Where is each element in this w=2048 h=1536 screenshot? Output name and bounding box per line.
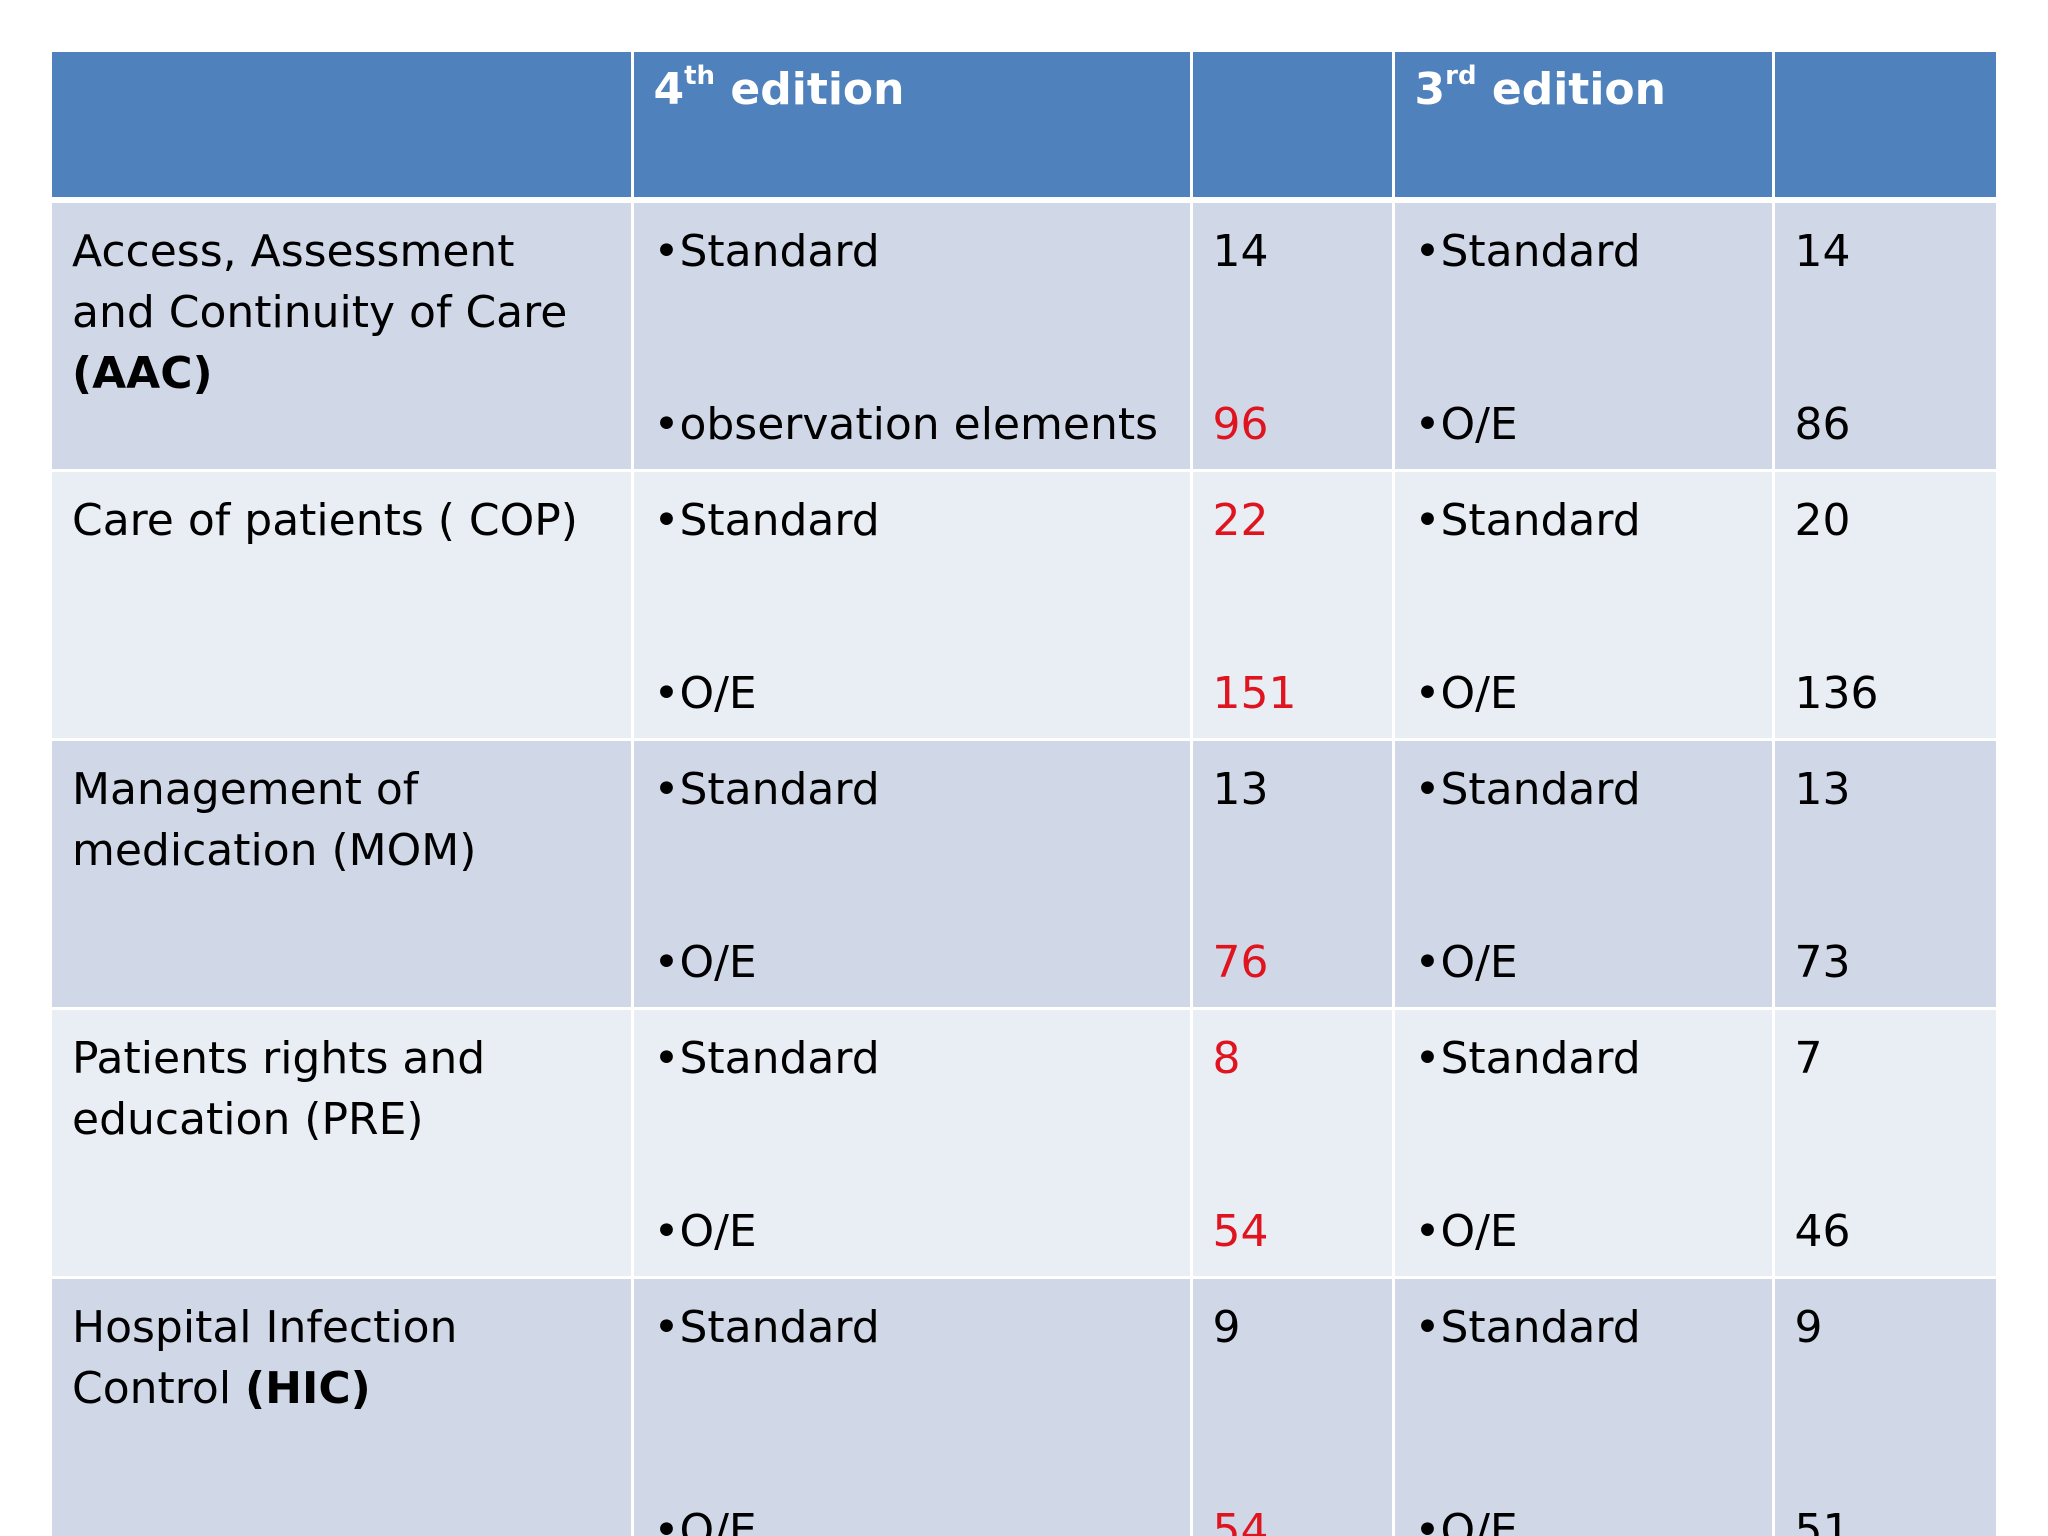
3rd-edition-values-cell: 14 86 (1773, 200, 1996, 472)
standard-count: 9 (1794, 1302, 1823, 1353)
chapter-code: (AAC) (72, 348, 213, 399)
4th-edition-labels-cell: •Standard •O/E (632, 1008, 1193, 1279)
header-4th-suffix: th (684, 61, 716, 92)
3rd-edition-labels-cell: •Standard •O/E (1393, 1277, 1775, 1536)
standard-count: 20 (1794, 495, 1851, 546)
header-cell-4th-edition: 4th edition (632, 52, 1193, 203)
chapter-name: Care of patients ( COP) (72, 495, 578, 546)
3rd-edition-labels-cell: •Standard •O/E (1393, 470, 1775, 741)
oe-label: •O/E (653, 937, 757, 988)
header-3rd-number: 3 (1414, 64, 1446, 115)
chapter-name: Management of medication (MOM) (72, 764, 477, 876)
standard-label: •Standard (653, 495, 880, 546)
comparison-table: 4th edition 3rd edition Access, Assessme… (52, 52, 1996, 1536)
table-row-mom: Management of medication (MOM) •Standard… (52, 739, 1996, 1010)
standard-count-highlighted: 8 (1212, 1033, 1241, 1084)
4th-edition-values-cell: 22 151 (1191, 470, 1395, 741)
standard-label: •Standard (1414, 1302, 1641, 1353)
3rd-edition-values-cell: 13 73 (1773, 739, 1996, 1010)
chapter-label-cell: Management of medication (MOM) (52, 739, 634, 1010)
standard-label: •Standard (653, 226, 880, 277)
oe-label: •O/E (1414, 937, 1518, 988)
4th-edition-labels-cell: •Standard •O/E (632, 470, 1193, 741)
standard-label: •Standard (1414, 495, 1641, 546)
oe-count-highlighted: 54 (1212, 1505, 1269, 1536)
header-cell-3rd-edition: 3rd edition (1393, 52, 1775, 203)
chapter-name: Access, Assessment and Continuity of Car… (72, 226, 568, 338)
oe-label: •O/E (1414, 668, 1518, 719)
oe-count-highlighted: 76 (1212, 937, 1269, 988)
oe-count: 73 (1794, 937, 1851, 988)
4th-edition-labels-cell: •Standard •O/E (632, 1277, 1193, 1536)
3rd-edition-labels-cell: •Standard •O/E (1393, 200, 1775, 472)
4th-edition-labels-cell: •Standard •observation elements (632, 200, 1193, 472)
table-row-aac: Access, Assessment and Continuity of Car… (52, 200, 1996, 472)
chapter-name: Patients rights and education (PRE) (72, 1033, 486, 1145)
oe-label: •O/E (653, 668, 757, 719)
chapter-label-cell: Patients rights and education (PRE) (52, 1008, 634, 1279)
chapter-name: Hospital Infection Control (72, 1302, 458, 1414)
standard-count: 14 (1212, 226, 1269, 277)
table-row-pre: Patients rights and education (PRE) •Sta… (52, 1008, 1996, 1279)
3rd-edition-values-cell: 9 51 (1773, 1277, 1996, 1536)
table-row-hic: Hospital Infection Control (HIC) •Standa… (52, 1277, 1996, 1536)
oe-count-highlighted: 96 (1212, 399, 1269, 450)
chapter-label-cell: Care of patients ( COP) (52, 470, 634, 741)
oe-label: •O/E (653, 1206, 757, 1257)
4th-edition-values-cell: 13 76 (1191, 739, 1395, 1010)
standard-count: 13 (1794, 764, 1851, 815)
oe-count: 86 (1794, 399, 1851, 450)
header-3rd-suffix: rd (1445, 61, 1477, 92)
oe-label: •O/E (1414, 1206, 1518, 1257)
3rd-edition-values-cell: 7 46 (1773, 1008, 1996, 1279)
standard-label: •Standard (653, 1302, 880, 1353)
oe-count: 51 (1794, 1505, 1851, 1536)
header-3rd-text: edition (1476, 64, 1666, 115)
4th-edition-labels-cell: •Standard •O/E (632, 739, 1193, 1010)
oe-count: 46 (1794, 1206, 1851, 1257)
oe-count-highlighted: 151 (1212, 668, 1297, 719)
oe-label: •observation elements (653, 399, 1159, 450)
oe-count-highlighted: 54 (1212, 1206, 1269, 1257)
header-4th-number: 4 (653, 64, 685, 115)
header-cell-4th-count (1191, 52, 1395, 203)
header-4th-text: edition (715, 64, 905, 115)
chapter-label-cell: Access, Assessment and Continuity of Car… (52, 200, 634, 472)
4th-edition-values-cell: 9 54 (1191, 1277, 1395, 1536)
chapter-label-cell: Hospital Infection Control (HIC) (52, 1277, 634, 1536)
3rd-edition-labels-cell: •Standard •O/E (1393, 739, 1775, 1010)
header-row: 4th edition 3rd edition (52, 52, 1996, 203)
chapter-code: (HIC) (245, 1363, 371, 1414)
3rd-edition-labels-cell: •Standard •O/E (1393, 1008, 1775, 1279)
standard-count: 9 (1212, 1302, 1241, 1353)
standard-label: •Standard (653, 764, 880, 815)
table-row-cop: Care of patients ( COP) •Standard •O/E 2… (52, 470, 1996, 741)
standard-label: •Standard (653, 1033, 880, 1084)
oe-count: 136 (1794, 668, 1879, 719)
4th-edition-values-cell: 8 54 (1191, 1008, 1395, 1279)
header-cell-chapter (52, 52, 634, 203)
3rd-edition-values-cell: 20 136 (1773, 470, 1996, 741)
oe-label: •O/E (1414, 1505, 1518, 1536)
standard-count: 14 (1794, 226, 1851, 277)
standard-count-highlighted: 22 (1212, 495, 1269, 546)
standard-label: •Standard (1414, 1033, 1641, 1084)
4th-edition-values-cell: 14 96 (1191, 200, 1395, 472)
header-cell-3rd-count (1773, 52, 1996, 203)
standard-count: 13 (1212, 764, 1269, 815)
oe-label: •O/E (1414, 399, 1518, 450)
standard-label: •Standard (1414, 764, 1641, 815)
standard-label: •Standard (1414, 226, 1641, 277)
oe-label: •O/E (653, 1505, 757, 1536)
standard-count: 7 (1794, 1033, 1823, 1084)
